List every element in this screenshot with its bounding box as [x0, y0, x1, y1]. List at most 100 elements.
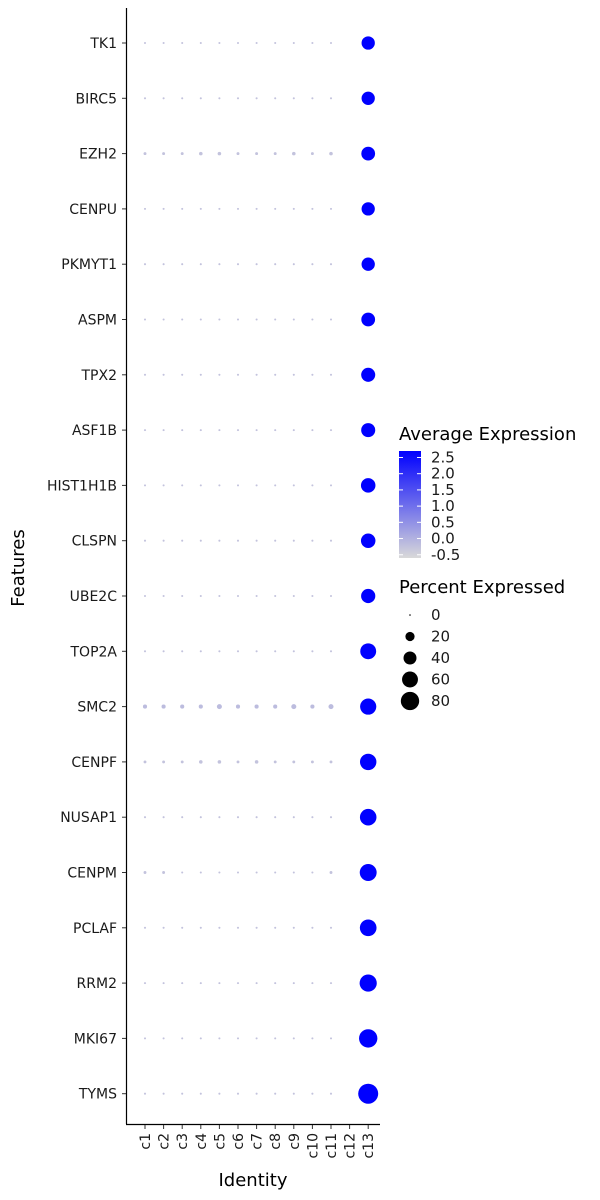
data-dot — [218, 263, 221, 266]
data-dot — [255, 871, 258, 874]
data-dot — [311, 982, 314, 985]
data-dot — [255, 207, 258, 210]
data-dot — [236, 539, 240, 542]
data-dot — [328, 704, 334, 710]
data-dot — [162, 263, 165, 266]
data-dot — [255, 484, 258, 487]
data-dot — [218, 429, 221, 432]
data-dot — [329, 41, 333, 45]
data-dot — [361, 367, 376, 382]
data-dot — [361, 202, 375, 216]
data-dot — [255, 152, 259, 156]
data-dot — [236, 926, 240, 929]
data-dot — [292, 594, 295, 598]
data-dot — [143, 594, 147, 598]
data-dot — [218, 41, 221, 45]
data-dot — [292, 982, 295, 985]
data-dot — [218, 539, 221, 542]
data-dot — [181, 97, 184, 100]
data-dot — [292, 97, 295, 100]
data-dot — [360, 643, 377, 660]
data-dot — [199, 41, 202, 45]
size-legend-dot — [400, 691, 420, 711]
data-dot — [199, 429, 202, 432]
data-dot — [181, 484, 184, 487]
data-dot — [162, 926, 165, 929]
data-dot — [217, 760, 222, 764]
data-dot — [255, 982, 258, 985]
data-dot — [255, 816, 258, 819]
data-dot — [199, 816, 202, 819]
data-dot — [311, 1092, 314, 1095]
data-dot — [311, 41, 314, 45]
y-tick-label: CLSPN — [72, 534, 117, 550]
data-dot — [292, 926, 295, 929]
data-dot — [199, 373, 202, 376]
size-legend-label: 60 — [431, 671, 450, 689]
y-tick-label: TPX2 — [81, 368, 118, 384]
data-dot — [236, 152, 240, 156]
data-dot — [199, 207, 202, 210]
data-dot — [236, 207, 240, 210]
data-dot — [162, 982, 165, 985]
data-dot — [143, 484, 147, 487]
data-dot — [218, 594, 221, 598]
data-dot — [255, 1037, 258, 1040]
data-dot — [274, 539, 277, 542]
data-dot — [218, 1092, 221, 1095]
data-dot — [255, 373, 258, 376]
data-dot — [236, 816, 240, 819]
y-tick-label: HIST1H1B — [47, 478, 117, 494]
data-dot — [143, 429, 147, 432]
data-dot — [199, 926, 202, 929]
data-dot — [274, 373, 277, 376]
data-dot — [143, 650, 147, 653]
data-dot — [162, 539, 165, 542]
data-dot — [255, 263, 258, 266]
data-dot — [329, 871, 333, 874]
x-tick-label: c13 — [361, 1133, 377, 1159]
plot-area — [142, 36, 379, 1104]
data-dot — [218, 650, 221, 653]
data-dot — [274, 1037, 277, 1040]
data-dot — [199, 1092, 202, 1095]
data-dot — [311, 484, 314, 487]
data-dot — [181, 594, 184, 598]
data-dot — [162, 760, 166, 764]
data-dot — [143, 1092, 147, 1095]
data-dot — [255, 539, 258, 542]
data-dot — [329, 484, 333, 487]
data-dot — [311, 373, 314, 376]
data-dot — [329, 373, 333, 376]
data-dot — [292, 429, 295, 432]
x-tick-label: c8 — [268, 1133, 284, 1150]
data-dot — [199, 1037, 202, 1040]
data-dot — [292, 263, 295, 266]
data-dot — [311, 871, 314, 874]
data-dot — [329, 151, 333, 156]
data-dot — [329, 263, 333, 266]
data-dot — [218, 373, 221, 376]
data-dot — [311, 594, 314, 598]
data-dot — [236, 650, 240, 653]
data-dot — [218, 816, 221, 819]
data-dot — [236, 871, 240, 874]
data-dot — [143, 207, 147, 210]
data-dot — [329, 926, 333, 929]
data-dot — [292, 871, 295, 874]
data-dot — [181, 207, 184, 210]
data-dot — [162, 41, 165, 45]
data-dot — [311, 263, 314, 266]
data-dot — [181, 1037, 184, 1040]
size-legend-title: Percent Expressed — [399, 577, 565, 598]
data-dot — [236, 982, 240, 985]
data-dot — [143, 816, 147, 819]
data-dot — [311, 926, 314, 929]
data-dot — [236, 484, 240, 487]
data-dot — [255, 650, 258, 653]
data-dot — [292, 816, 295, 819]
data-dot — [254, 760, 259, 764]
data-dot — [255, 429, 258, 432]
data-dot — [274, 41, 277, 45]
